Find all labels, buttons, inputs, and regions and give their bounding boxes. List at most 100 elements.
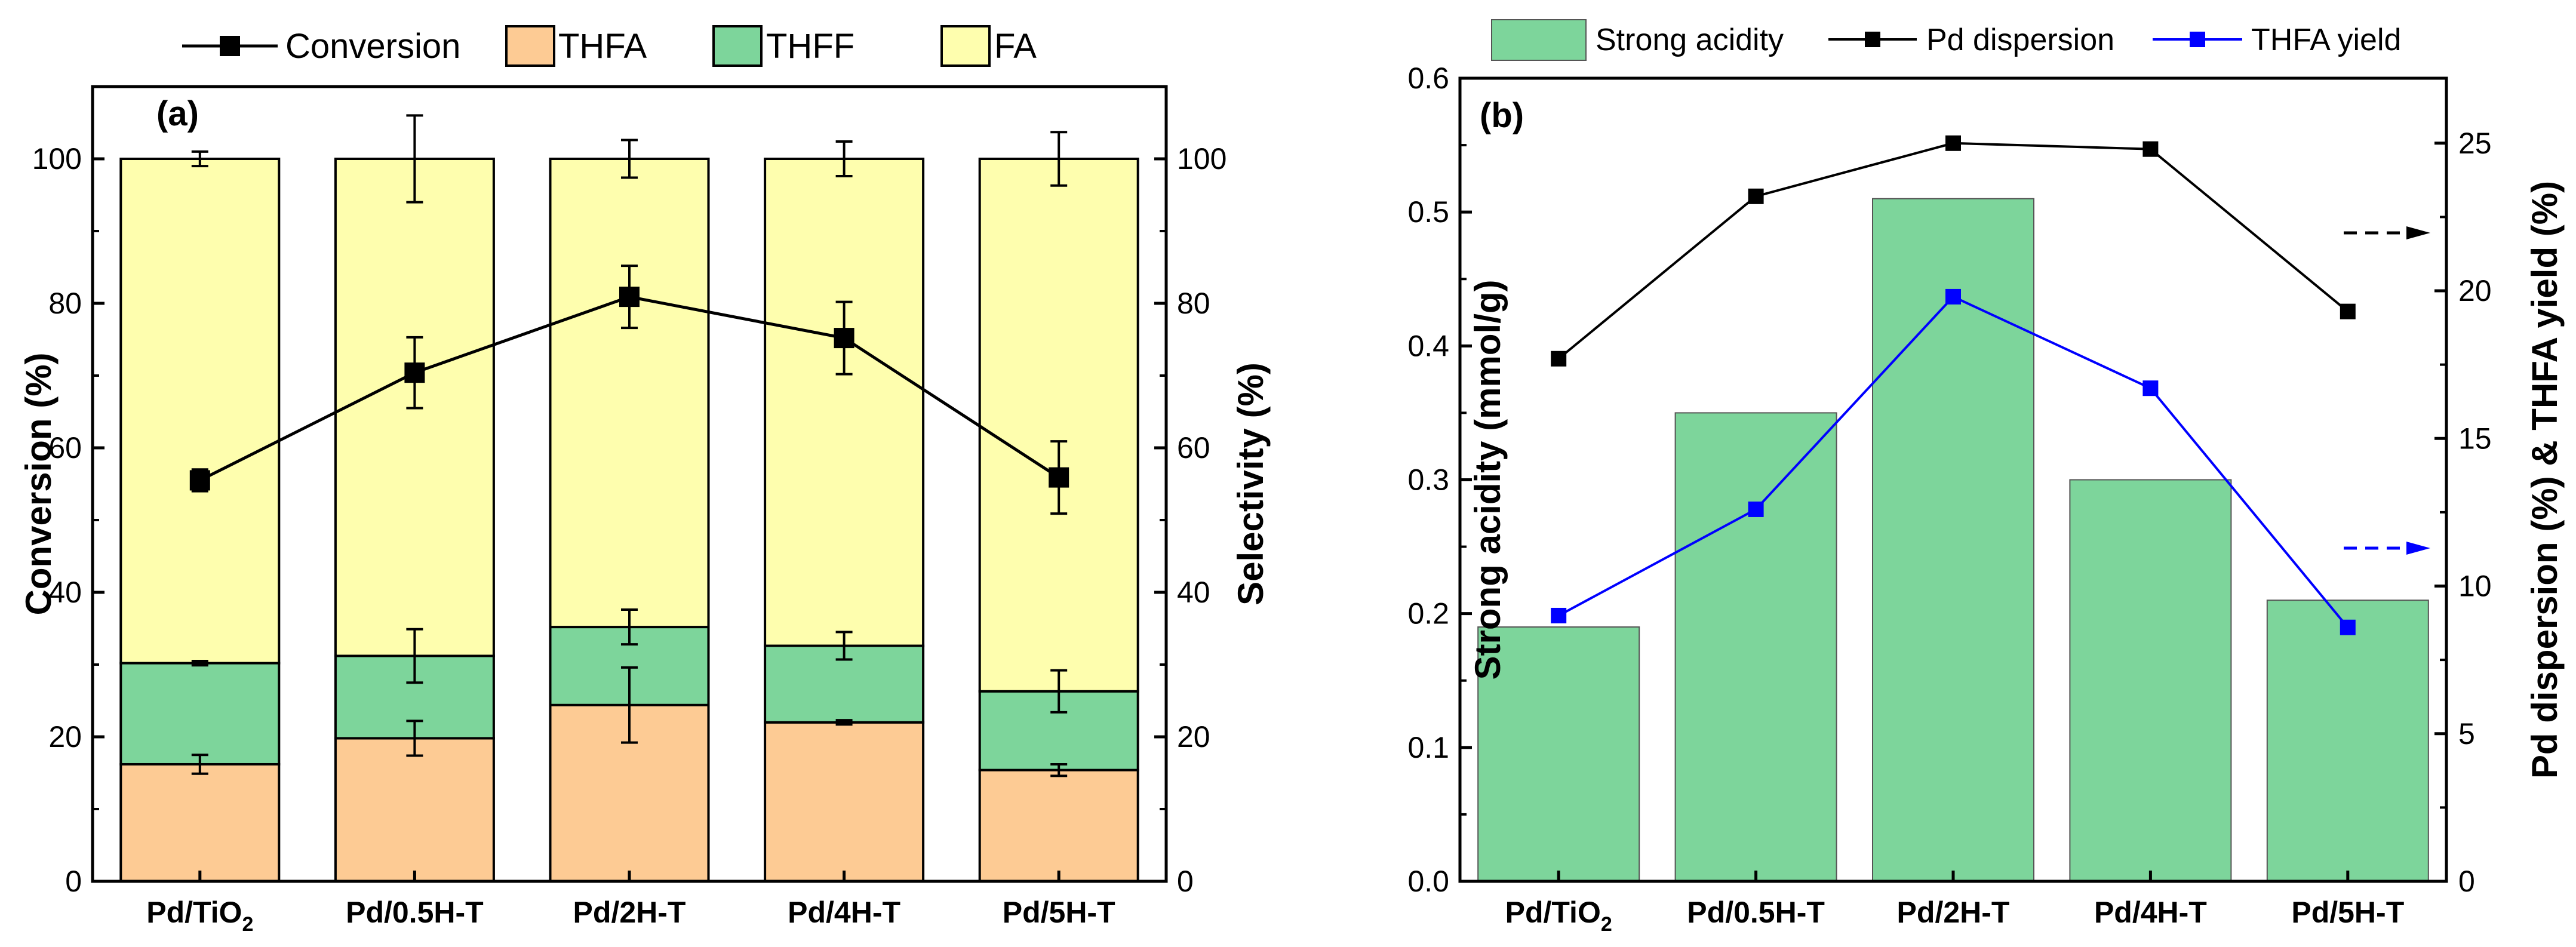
panel-label-a: (a) bbox=[156, 94, 199, 133]
marker-pd-dispersion-4 bbox=[2340, 303, 2356, 319]
category-label-a-3: Pd/4H-T bbox=[788, 896, 900, 929]
tick-label-b-right-5: 25 bbox=[2458, 127, 2492, 160]
bar-b-strong-acidity-4 bbox=[2266, 599, 2429, 882]
tick-label-a-left-5: 100 bbox=[32, 142, 82, 176]
legend-b-swatch-strong-acidity bbox=[1491, 19, 1587, 61]
category-label-b-0: Pd/TiO2 bbox=[1505, 896, 1612, 936]
errorbar-a-thff-1 bbox=[406, 628, 423, 684]
marker-pd-dispersion-2 bbox=[1945, 135, 1961, 151]
marker-thfa-yield-0 bbox=[1551, 607, 1567, 623]
errorbar-a-thff-2 bbox=[621, 608, 638, 646]
legend-a-swatch-1 bbox=[712, 25, 763, 67]
category-label-b-4-text: Pd/5H-T bbox=[2291, 896, 2404, 929]
marker-thfa-yield-4 bbox=[2340, 619, 2356, 635]
panel-label-b: (b) bbox=[1480, 96, 1524, 135]
category-label-a-0-subscript: 2 bbox=[242, 913, 253, 936]
arrow-thfa-yield-head bbox=[2406, 542, 2430, 555]
legend-a: Conversion THFA THFF FA bbox=[182, 25, 1037, 67]
tick-label-a-right-3: 60 bbox=[1177, 431, 1210, 465]
bar-a-thfa-0 bbox=[119, 762, 281, 883]
tick-label-a-left-3: 60 bbox=[48, 431, 82, 465]
marker-conversion-4 bbox=[1049, 467, 1069, 488]
marker-pd-dispersion-0 bbox=[1551, 350, 1567, 367]
bar-b-strong-acidity-2 bbox=[1872, 198, 2034, 882]
errorbar-a-fa-0 bbox=[191, 150, 208, 168]
tick-label-b-right-4: 20 bbox=[2458, 274, 2492, 308]
tick-label-b-right-0: 0 bbox=[2458, 865, 2475, 898]
errorbar-a-fa-3 bbox=[835, 140, 853, 178]
tick-label-a-left-4: 80 bbox=[48, 287, 82, 320]
y-axis-title-a-left: Conversion (%) bbox=[19, 352, 59, 615]
errorbar-a-thfa-0 bbox=[191, 754, 208, 775]
arrow-thfa-yield bbox=[2344, 542, 2430, 555]
legend-a-conversion-label: Conversion bbox=[285, 27, 460, 66]
bar-a-fa-3 bbox=[764, 158, 925, 647]
tick-label-b-left-6: 0.6 bbox=[1407, 62, 1449, 95]
bar-b-strong-acidity-0 bbox=[1477, 626, 1640, 883]
tick-label-b-left-3: 0.3 bbox=[1407, 463, 1449, 497]
y-axis-title-b-left: Strong acidity (mmol/g) bbox=[1468, 279, 1508, 679]
category-label-a-0-text: Pd/TiO bbox=[146, 896, 242, 929]
errorbar-a-fa-1 bbox=[406, 114, 423, 204]
legend-a-label-0: THFA bbox=[558, 27, 647, 66]
tick-label-a-right-0: 0 bbox=[1177, 865, 1194, 898]
category-label-a-2: Pd/2H-T bbox=[573, 896, 686, 929]
category-label-a-0: Pd/TiO2 bbox=[146, 896, 253, 936]
tick-label-b-right-2: 10 bbox=[2458, 570, 2492, 603]
legend-a-swatch-2 bbox=[940, 25, 991, 67]
tick-label-b-right-1: 5 bbox=[2458, 717, 2475, 751]
marker-conversion-0 bbox=[189, 470, 210, 491]
category-label-a-4-text: Pd/5H-T bbox=[1003, 896, 1115, 929]
marker-thfa-yield-3 bbox=[2142, 380, 2159, 396]
bar-b-strong-acidity-1 bbox=[1674, 412, 1837, 882]
tick-label-a-right-2: 40 bbox=[1177, 576, 1210, 609]
marker-thfa-yield-1 bbox=[1748, 501, 1764, 517]
bar-a-thff-0 bbox=[119, 662, 281, 765]
legend-b-label-strong-acidity: Strong acidity bbox=[1596, 23, 1784, 57]
tick-label-a-left-0: 0 bbox=[65, 865, 82, 898]
tick-label-b-left-1: 0.1 bbox=[1407, 731, 1449, 764]
legend-a-label-2: FA bbox=[994, 27, 1037, 66]
legend-b-label-thfa-yield: THFA yield bbox=[2251, 23, 2401, 57]
errorbar-a-thfa-1 bbox=[406, 720, 423, 757]
legend-a-swatch-0 bbox=[505, 25, 555, 67]
errorbar-a-fa-2 bbox=[621, 139, 638, 179]
bar-a-thfa-1 bbox=[334, 737, 495, 883]
category-label-b-3: Pd/4H-T bbox=[2094, 896, 2207, 929]
marker-conversion-2 bbox=[619, 287, 640, 308]
category-label-b-3-text: Pd/4H-T bbox=[2094, 896, 2207, 929]
category-label-b-0-text: Pd/TiO bbox=[1505, 896, 1601, 929]
errorbar-a-thfa-3 bbox=[835, 719, 853, 726]
tick-label-a-right-5: 100 bbox=[1177, 142, 1226, 176]
bar-a-fa-2 bbox=[549, 158, 710, 629]
legend-b-thfa-marker bbox=[2190, 32, 2205, 47]
errorbar-a-thfa-4 bbox=[1050, 762, 1068, 777]
errorbar-a-thfa-2 bbox=[621, 666, 638, 744]
tick-label-a-left-2: 40 bbox=[48, 576, 82, 609]
legend-b-label-pd-dispersion: Pd dispersion bbox=[1926, 23, 2114, 57]
bar-a-thfa-3 bbox=[764, 721, 925, 883]
legend-a-label-1: THFF bbox=[766, 27, 854, 66]
marker-conversion-3 bbox=[834, 328, 854, 349]
category-label-a-2-text: Pd/2H-T bbox=[573, 896, 686, 929]
category-label-a-3-text: Pd/4H-T bbox=[788, 896, 900, 929]
tick-label-b-right-3: 15 bbox=[2458, 422, 2492, 455]
category-label-b-1: Pd/0.5H-T bbox=[1687, 896, 1825, 929]
errorbar-a-fa-4 bbox=[1050, 131, 1068, 187]
marker-conversion-1 bbox=[404, 362, 425, 383]
y-axis-title-a-right: Selectivity (%) bbox=[1231, 362, 1271, 605]
category-label-a-4: Pd/5H-T bbox=[1003, 896, 1115, 929]
category-label-b-0-subscript: 2 bbox=[1601, 913, 1612, 936]
arrow-pd-dispersion bbox=[2344, 226, 2430, 239]
category-label-b-2: Pd/2H-T bbox=[1897, 896, 2010, 929]
bar-a-fa-0 bbox=[119, 158, 281, 665]
y-axis-title-b-right: Pd dispersion (%) & THFA yield (%) bbox=[2525, 181, 2565, 779]
tick-label-b-left-4: 0.4 bbox=[1407, 329, 1449, 362]
category-label-b-1-text: Pd/0.5H-T bbox=[1687, 896, 1825, 929]
legend-a-conversion-marker bbox=[220, 36, 240, 56]
arrow-pd-dispersion-head bbox=[2406, 226, 2430, 239]
tick-label-a-left-1: 20 bbox=[48, 720, 82, 754]
category-label-b-2-text: Pd/2H-T bbox=[1897, 896, 2010, 929]
tick-label-b-left-5: 0.5 bbox=[1407, 195, 1449, 229]
